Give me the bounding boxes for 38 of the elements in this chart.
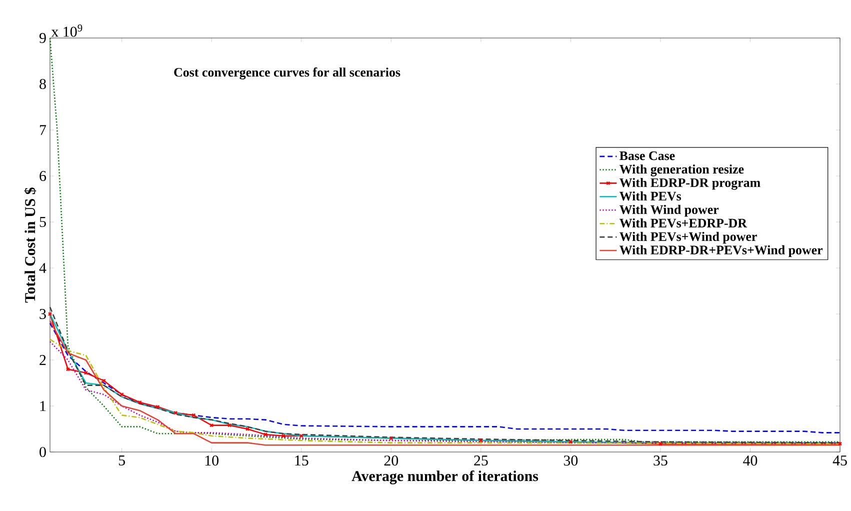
point xyxy=(227,423,232,428)
x-tick-label: 20 xyxy=(384,456,398,466)
legend-label: With EDRP-DR program xyxy=(620,178,760,190)
legend-label: Base Case xyxy=(620,151,675,160)
y-tick-label: 8 xyxy=(40,78,46,90)
y-tick-label: 3 xyxy=(40,308,46,320)
x-axis-title: Average number of iterations xyxy=(352,470,538,484)
y-tick-label: 4 xyxy=(39,263,46,273)
point xyxy=(658,442,663,446)
point xyxy=(210,423,214,428)
point xyxy=(66,367,70,372)
legend-label: With PEVs xyxy=(620,191,682,201)
x-tick-label: 35 xyxy=(654,456,668,466)
legend-label: With Wind power xyxy=(620,204,719,217)
y-tick-label: 2 xyxy=(40,355,46,365)
x-tick-label: 30 xyxy=(564,456,578,466)
x-tick-label: 45 xyxy=(832,456,847,466)
y-axis-title: Total Cost in US $ xyxy=(24,188,36,303)
y-tick-label: 7 xyxy=(40,125,46,135)
y-tick-label: 6 xyxy=(40,170,46,182)
y-tick-label: 9 xyxy=(39,32,46,44)
x-tick-label: 5 xyxy=(118,456,125,466)
x-tick-label: 10 xyxy=(205,456,218,466)
text: Cost convergence curves for all scenarios xyxy=(174,67,400,80)
x-tick-label: 15 xyxy=(295,456,308,466)
x-tick-label: 40 xyxy=(743,456,758,466)
legend-label: With generation resize xyxy=(620,164,744,176)
line-series xyxy=(49,37,841,443)
y-tick-label: 1 xyxy=(40,401,46,411)
legend-label: With PEVs+EDRP-DR xyxy=(620,218,748,228)
point xyxy=(156,404,160,409)
text: x 10$^{9}$ xyxy=(51,24,82,37)
legend-label: With PEVs+Wind power xyxy=(620,232,757,244)
legend-label: With EDRP-DR+PEVs+Wind power xyxy=(620,245,823,258)
x-tick-label: 25 xyxy=(474,456,488,466)
point xyxy=(120,392,124,397)
y-tick-label: 5 xyxy=(40,217,46,227)
y-tick-label: 0 xyxy=(40,446,46,458)
